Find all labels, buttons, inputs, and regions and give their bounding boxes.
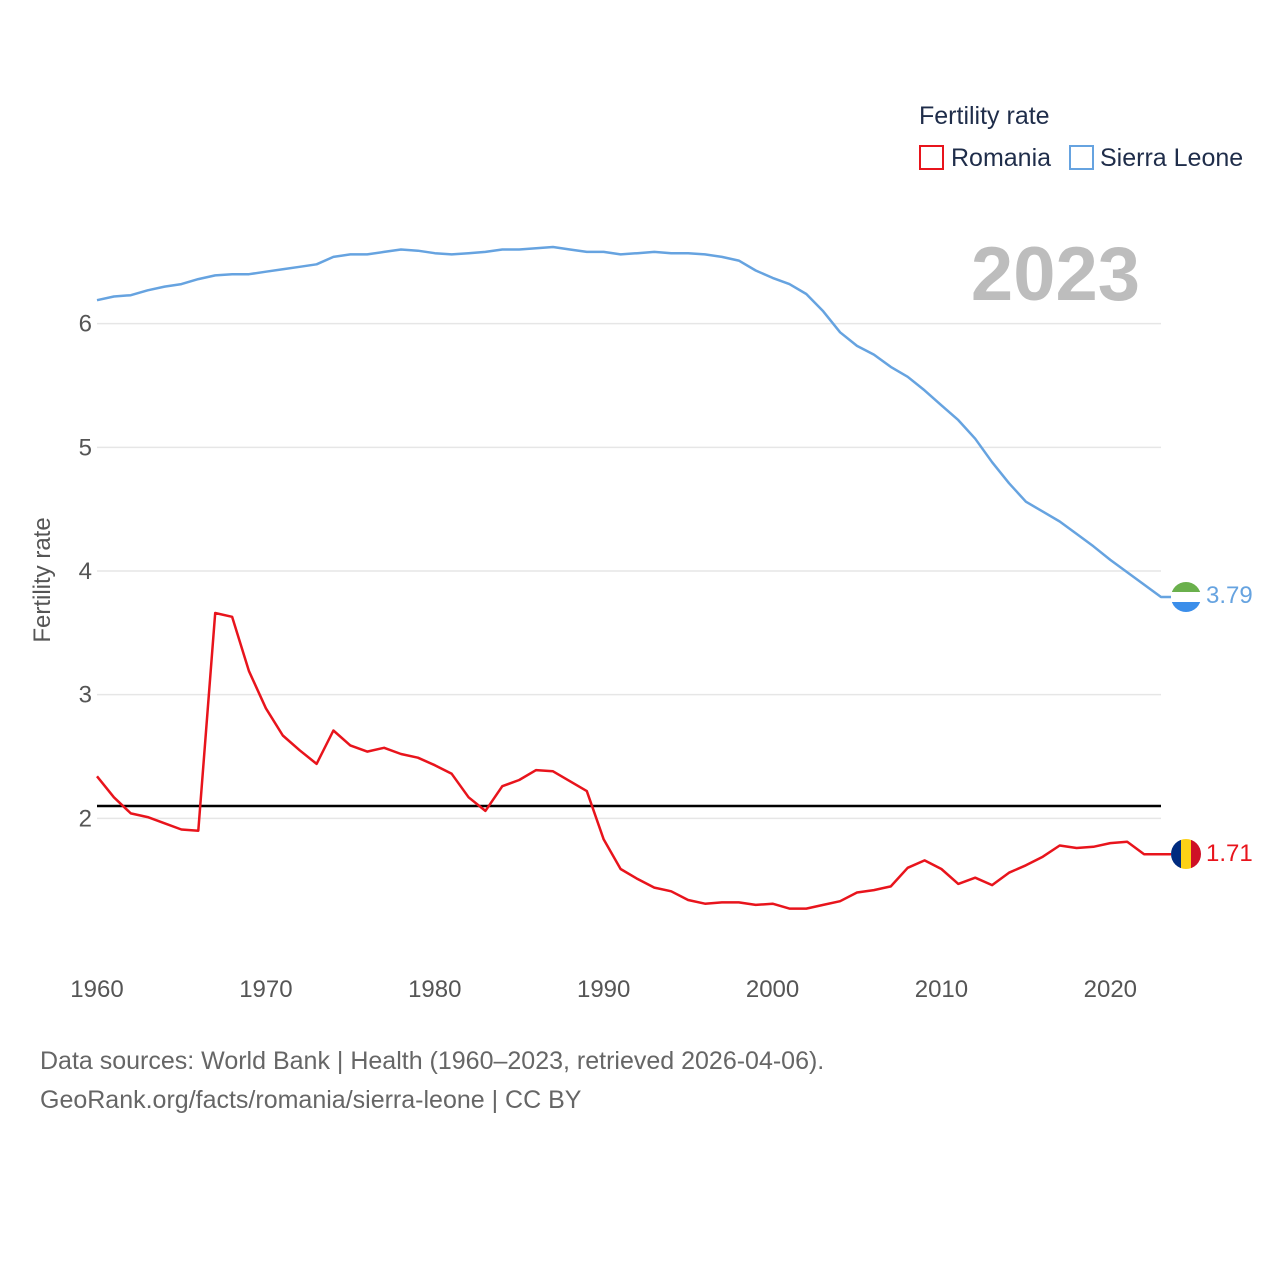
romania-end-marker: 1.71 [1171,839,1253,869]
series-line-romania[interactable] [96,611,1171,910]
y-tick-label-2: 2 [79,805,92,832]
y-tick-label-5: 5 [79,434,92,461]
fertility-rate-chart: 2 3 4 5 6 1960 1970 1980 1990 2000 2010 2020 Ferti… [29,102,1253,1003]
sierra-leone-flag-icon [1171,582,1201,612]
sierra-leone-end-value: 3.79 [1206,582,1253,609]
sierra-leone-end-marker: 3.79 [1171,582,1253,612]
y-tick-label-4: 4 [79,558,92,585]
y-tick-label-3: 3 [79,682,92,709]
source-link[interactable]: GeoRank.org/facts/romania/sierra-leone |… [40,1086,582,1114]
legend-swatch-romania[interactable] [919,145,944,170]
legend-label-sierra-leone[interactable]: Sierra Leone [1100,144,1243,172]
year-label: 2023 [971,232,1140,317]
grid-lines [97,322,1161,820]
series-lines [96,245,1171,910]
footer: Data sources: World Bank | Health (1960–… [40,1042,824,1120]
legend-title: Fertility rate [919,102,1050,130]
x-tick-label-1990: 1990 [577,976,630,1003]
x-tick-label-2000: 2000 [746,976,799,1003]
y-axis-label: Fertility rate [29,517,56,642]
series-line-sierra-leone[interactable] [96,245,1171,599]
y-tick-label-6: 6 [79,311,92,338]
romania-flag-icon [1171,839,1201,869]
x-axis-ticks: 1960 1970 1980 1990 2000 2010 2020 [70,976,1137,1003]
x-tick-label-1970: 1970 [239,976,292,1003]
legend: Fertility rate Romania Sierra Leone [919,102,1243,172]
data-sources-text: Data sources: World Bank | Health (1960–… [40,1047,825,1075]
legend-swatch-sierra-leone[interactable] [1069,145,1094,170]
legend-label-romania[interactable]: Romania [951,144,1051,172]
romania-end-value: 1.71 [1206,840,1253,867]
x-tick-label-2010: 2010 [915,976,968,1003]
x-tick-label-1960: 1960 [70,976,123,1003]
x-tick-label-2020: 2020 [1084,976,1137,1003]
x-tick-label-1980: 1980 [408,976,461,1003]
y-axis-ticks: 2 3 4 5 6 [79,311,92,833]
